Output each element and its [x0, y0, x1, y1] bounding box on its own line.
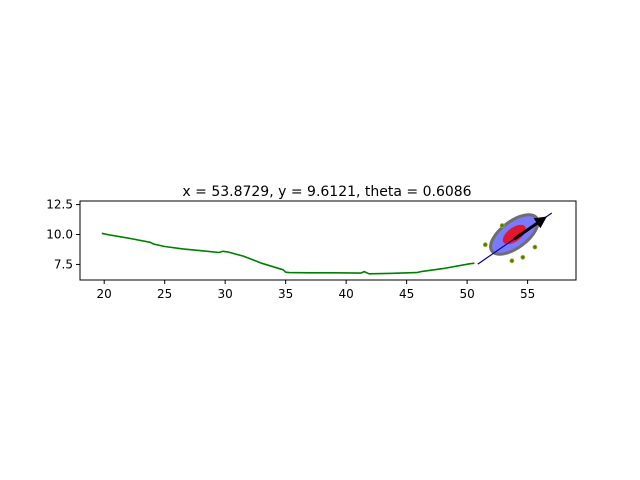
x-tick-label: 50: [459, 287, 474, 301]
axes-frame: [79, 200, 577, 281]
particle-point: [520, 254, 526, 260]
heading-arrow-head: [533, 216, 547, 229]
series-line-0: [101, 232, 475, 275]
y-axis: 7.5 10.0 12.5: [46, 198, 80, 271]
particle-point: [482, 242, 488, 248]
x-axis: 20 25 30 35 40 45 50 55: [97, 280, 535, 301]
heading-arrow-shaft: [513, 220, 541, 241]
particle-point: [509, 258, 515, 264]
particle-point: [532, 244, 538, 250]
chart-title: x = 53.8729, y = 9.6121, theta = 0.6086: [182, 184, 471, 200]
x-tick-label: 35: [278, 287, 293, 301]
y-tick-label: 7.5: [54, 257, 73, 271]
y-tick-label: 12.5: [46, 198, 73, 212]
x-tick-label: 20: [97, 287, 112, 301]
x-tick-label: 40: [339, 287, 354, 301]
uncertainty-ellipse-1: [502, 224, 526, 245]
x-tick-label: 30: [218, 287, 233, 301]
x-tick-label: 45: [399, 287, 414, 301]
y-tick-label: 10.0: [46, 228, 73, 242]
x-tick-label: 25: [157, 287, 172, 301]
particle-point: [499, 223, 505, 228]
x-tick-label: 55: [520, 287, 535, 301]
plot-area: [79, 200, 577, 281]
chart-marks: [101, 212, 553, 275]
